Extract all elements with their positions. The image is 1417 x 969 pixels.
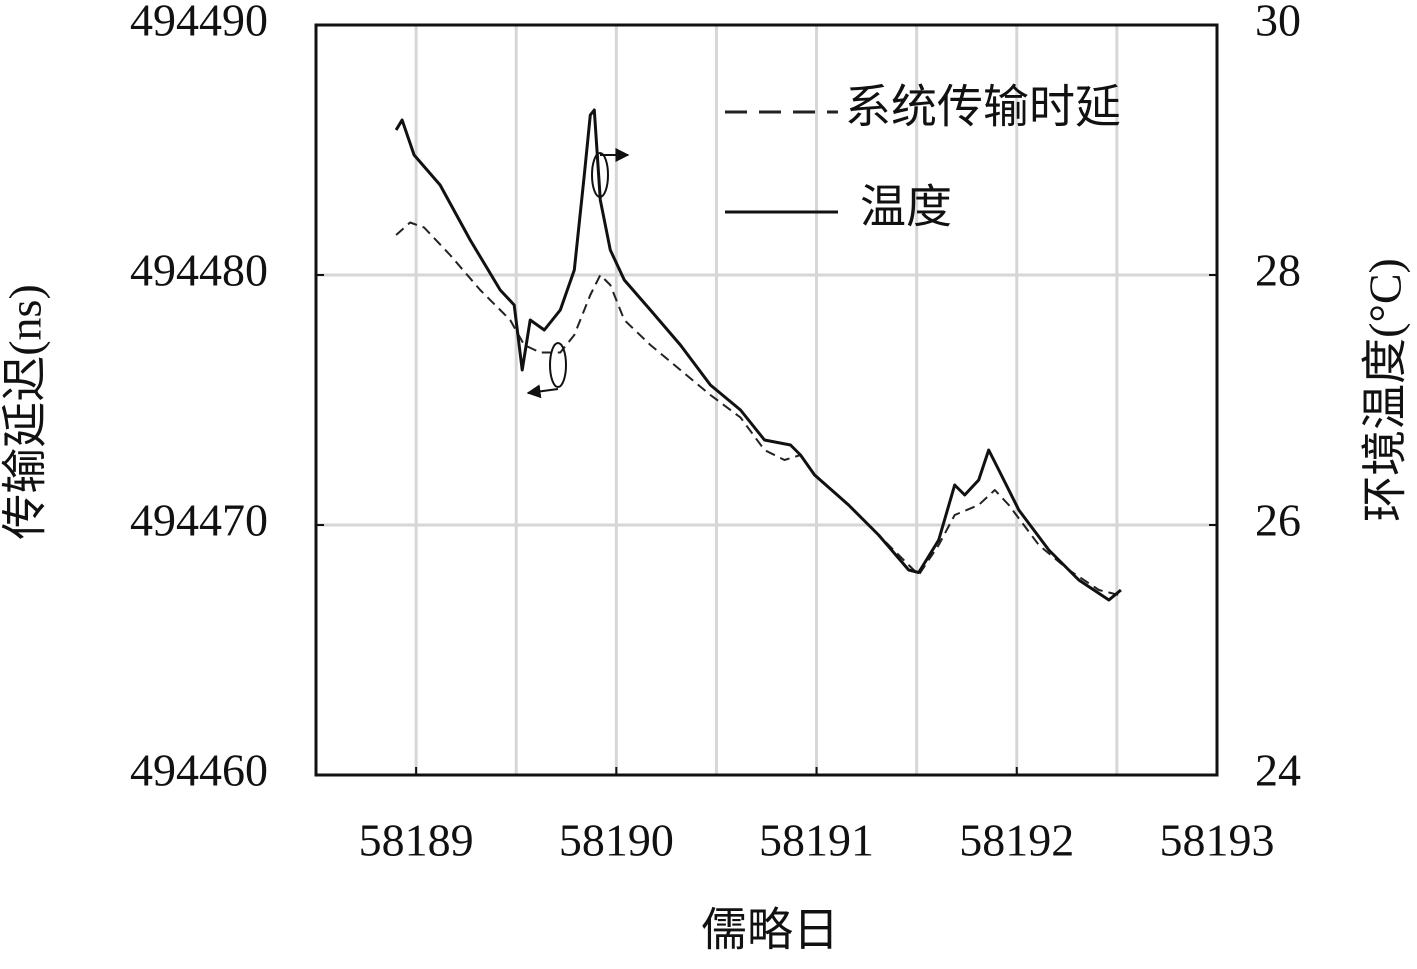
y2-tick-label: 24 xyxy=(1255,745,1301,796)
y2-tick-label: 26 xyxy=(1255,495,1301,546)
y2-tick-label: 28 xyxy=(1255,245,1301,296)
y2-axis-label: 环境温度(°C) xyxy=(1360,258,1411,522)
x-tick-label: 58193 xyxy=(1160,815,1275,866)
x-tick-label: 58189 xyxy=(359,815,474,866)
y-tick-label: 494470 xyxy=(130,495,268,546)
y-tick-label: 494480 xyxy=(130,245,268,296)
annotation xyxy=(526,148,630,399)
annotation-ellipse xyxy=(549,342,567,388)
x-axis-label: 儒略日 xyxy=(701,905,839,956)
x-tick-label: 58192 xyxy=(959,815,1074,866)
y-tick-label: 494460 xyxy=(130,745,268,796)
y-axis-label: 传输延迟(ns) xyxy=(0,284,51,540)
data-line xyxy=(394,108,1122,602)
x-tick-label: 58191 xyxy=(759,815,874,866)
legend-label: 系统传输时延 xyxy=(845,82,1121,133)
x-tick-label: 58190 xyxy=(559,815,674,866)
annotation-ellipse xyxy=(591,152,609,198)
data-line xyxy=(395,221,1120,596)
plot-frame xyxy=(314,23,1219,777)
y2-tick-label: 30 xyxy=(1255,0,1301,46)
y-tick-label: 494490 xyxy=(130,0,268,46)
annotation-arrow xyxy=(526,384,559,399)
legend-label: 温度 xyxy=(860,182,952,233)
